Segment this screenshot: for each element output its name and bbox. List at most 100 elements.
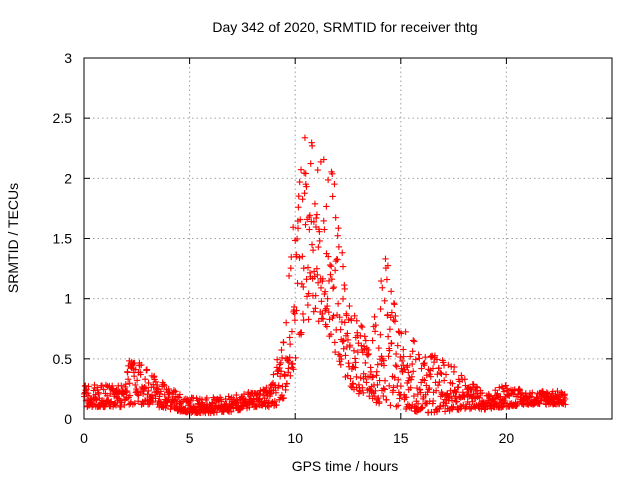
data-point <box>371 392 378 400</box>
data-point <box>301 134 309 141</box>
data-point <box>311 200 319 208</box>
data-point <box>330 312 337 320</box>
data-point <box>369 337 376 344</box>
data-point <box>304 264 312 271</box>
data-point <box>455 383 462 391</box>
data-point <box>386 347 393 354</box>
x-tick-label: 15 <box>393 430 409 446</box>
data-point <box>403 394 410 401</box>
data-point <box>340 345 347 352</box>
data-point <box>288 328 296 335</box>
data-point <box>203 394 211 402</box>
data-point <box>263 384 270 392</box>
data-point <box>277 368 285 375</box>
data-point <box>380 392 387 400</box>
data-point <box>312 292 319 299</box>
data-point <box>408 360 416 368</box>
data-point <box>314 166 321 174</box>
data-point <box>324 176 332 184</box>
data-point <box>285 365 292 372</box>
data-point <box>461 376 469 383</box>
data-point <box>332 214 339 221</box>
data-point <box>500 388 508 395</box>
data-point <box>286 334 293 341</box>
data-point <box>310 268 318 275</box>
data-point <box>562 401 569 408</box>
data-point <box>410 338 418 345</box>
data-point <box>293 235 301 243</box>
data-point <box>302 221 309 228</box>
data-point <box>450 363 458 371</box>
data-point <box>392 362 399 369</box>
data-point <box>421 377 428 384</box>
data-point <box>527 393 535 400</box>
data-point <box>296 178 303 186</box>
data-point <box>315 243 322 251</box>
data-point <box>338 355 345 363</box>
data-point <box>502 382 510 389</box>
data-point <box>272 389 280 396</box>
data-point <box>432 387 440 394</box>
data-point <box>362 337 370 344</box>
data-point <box>394 402 402 409</box>
data-point <box>423 372 430 379</box>
data-point <box>392 312 399 320</box>
data-point <box>255 396 262 404</box>
data-point <box>336 352 344 360</box>
data-point <box>339 295 347 303</box>
data-point <box>287 372 294 380</box>
data-point <box>286 354 293 361</box>
data-point <box>398 330 405 337</box>
data-point <box>554 387 561 395</box>
data-point <box>436 378 443 386</box>
data-point <box>388 339 395 347</box>
data-point <box>329 193 336 200</box>
data-point <box>327 331 335 338</box>
data-point <box>331 339 338 346</box>
data-point <box>317 284 325 292</box>
data-point <box>310 218 318 226</box>
data-point <box>173 400 181 408</box>
data-point <box>271 397 279 405</box>
data-point <box>410 392 418 400</box>
data-point <box>300 283 307 291</box>
data-point <box>320 156 327 163</box>
data-point <box>398 357 406 365</box>
data-point <box>362 359 369 367</box>
data-point <box>298 329 305 336</box>
data-point <box>427 353 435 361</box>
data-point <box>433 356 441 363</box>
data-point <box>381 386 389 393</box>
data-point <box>360 389 367 397</box>
data-point <box>347 375 354 382</box>
data-point <box>305 290 312 297</box>
data-point <box>299 253 306 260</box>
x-tick-label: 0 <box>80 430 88 446</box>
data-point <box>383 396 390 404</box>
data-point <box>298 280 306 288</box>
data-point <box>339 249 346 256</box>
data-point <box>302 170 309 177</box>
data-point <box>359 384 366 391</box>
data-point <box>404 362 411 369</box>
data-point <box>464 392 471 399</box>
data-point <box>339 338 346 345</box>
data-point <box>407 384 414 391</box>
data-point <box>400 353 407 360</box>
data-point <box>123 389 130 396</box>
data-point <box>312 305 319 312</box>
data-point <box>312 214 320 222</box>
data-point <box>387 402 394 409</box>
data-point <box>283 380 291 388</box>
data-point <box>294 280 301 287</box>
data-point <box>365 350 372 358</box>
data-point <box>377 305 384 313</box>
data-point <box>419 404 426 411</box>
data-point <box>329 170 336 177</box>
data-point <box>334 256 341 263</box>
data-point <box>429 365 437 372</box>
data-point <box>293 307 300 314</box>
data-point <box>233 391 240 399</box>
data-point <box>359 349 366 356</box>
